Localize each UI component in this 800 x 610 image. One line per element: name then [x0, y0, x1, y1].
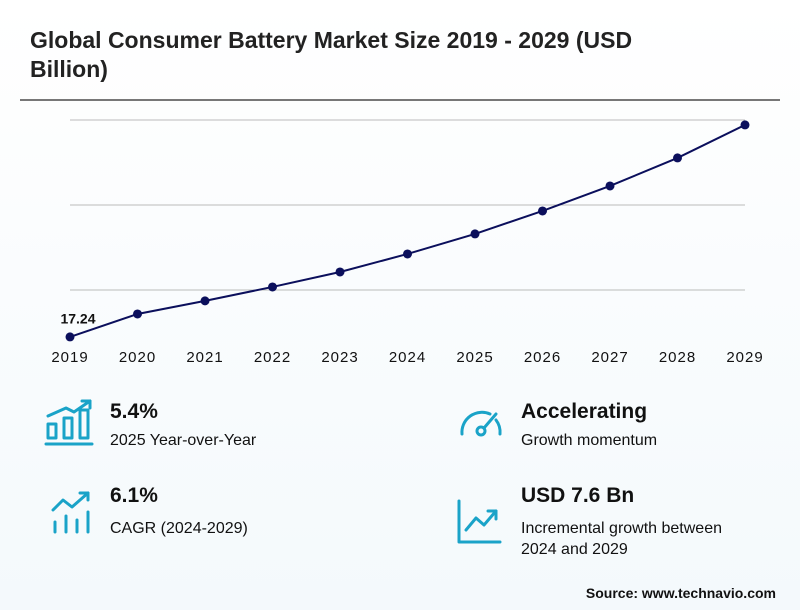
x-tick-label: 2028: [659, 349, 696, 366]
data-label: 17.24: [60, 311, 95, 327]
line: [69, 124, 746, 338]
x-tick-label: 2027: [591, 349, 628, 366]
title-rule: [20, 99, 780, 101]
point: [403, 249, 412, 259]
x-tick-label: 2024: [389, 349, 426, 366]
point: [538, 206, 547, 216]
point: [740, 120, 750, 130]
point: [200, 296, 210, 306]
gauge-icon: [460, 410, 502, 437]
stat-label: CAGR (2024-2029): [110, 520, 248, 537]
stat-value: 5.4%: [110, 400, 158, 423]
x-tick-label: 2022: [254, 349, 291, 366]
chart-title: Global Consumer Battery Market Size 2019…: [30, 27, 633, 82]
bar-growth-icon: [44, 399, 94, 446]
x-tick-label: 2025: [456, 349, 493, 366]
x-tick-label: 2026: [524, 349, 561, 366]
chart: 2019 2020 2021 2022 2023 2024 2025 2026 2027 2028…: [51, 119, 763, 366]
source: Source: www.technavio.com: [585, 585, 776, 601]
x-tick-label: 2020: [119, 349, 156, 366]
point: [133, 309, 142, 319]
point: [470, 229, 480, 239]
stat-value: USD 7.6 Bn: [521, 484, 635, 507]
x-tick-label: 2021: [186, 349, 223, 366]
stat-label: 2025 Year-over-Year: [110, 432, 257, 449]
stat-value: 6.1%: [110, 484, 158, 507]
point: [335, 267, 345, 277]
stat-label: Growth momentum: [521, 432, 658, 449]
point: [605, 181, 615, 191]
x-tick-label: 2029: [726, 349, 763, 366]
point: [65, 332, 75, 342]
x-tick-label: 2023: [321, 349, 358, 366]
stat-value: Accelerating: [521, 400, 648, 423]
point: [673, 153, 682, 163]
x-tick-label: 2019: [51, 349, 88, 366]
point: [268, 282, 277, 292]
stat-label: Incremental growth between 2024 and 2029: [521, 520, 722, 558]
chart-icon: [457, 499, 502, 544]
trend-icon: [51, 491, 90, 534]
